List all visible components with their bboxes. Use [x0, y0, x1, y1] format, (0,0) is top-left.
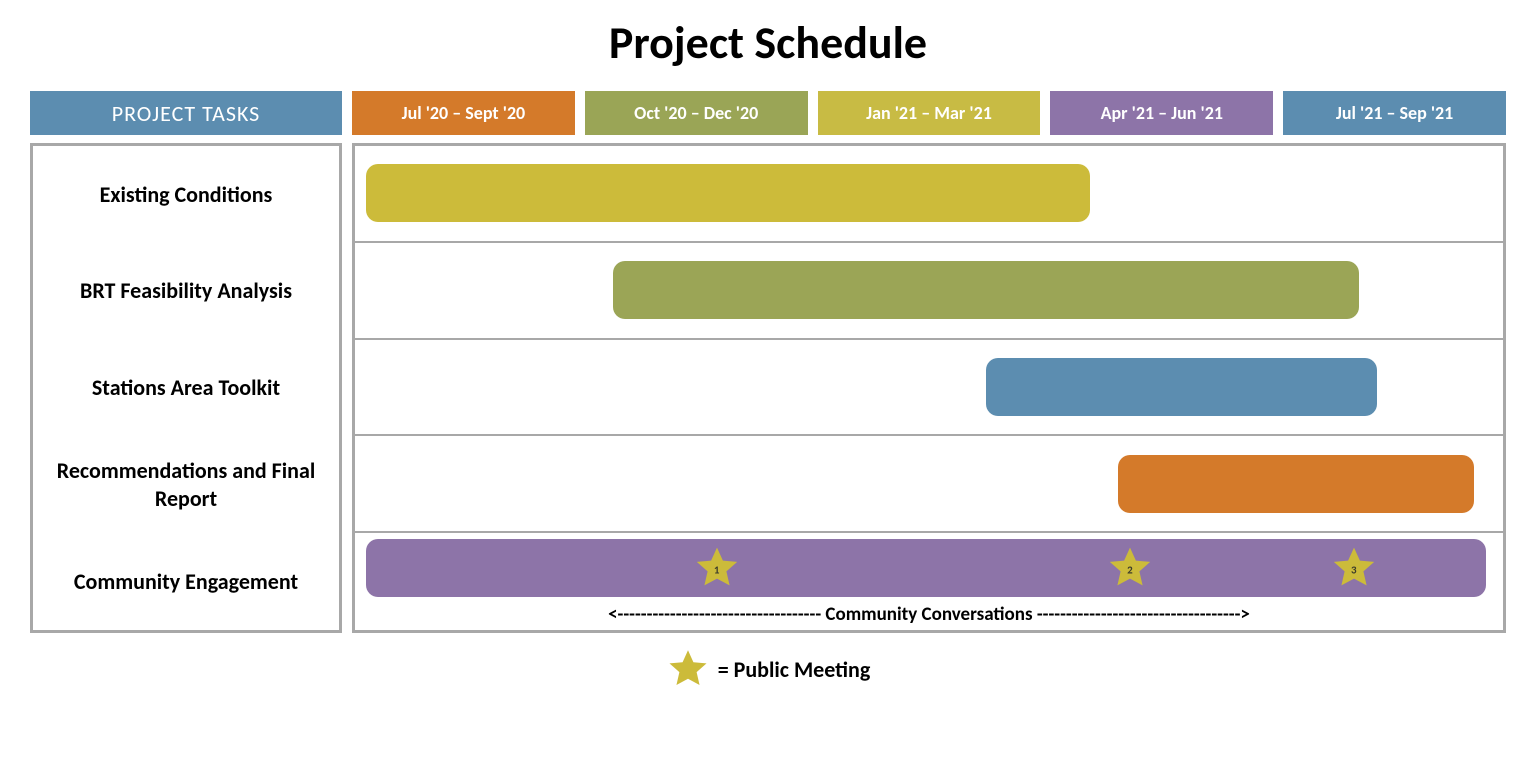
bar-0	[366, 164, 1089, 222]
legend-text: = Public Meeting	[718, 656, 871, 683]
page-title: Project Schedule	[30, 15, 1506, 71]
task-label-0: Existing Conditions	[33, 146, 339, 243]
periods-header: Jul '20 – Sept '20 Oct '20 – Dec '20 Jan…	[352, 91, 1506, 135]
period-3: Apr '21 – Jun '21	[1050, 91, 1273, 135]
lane-0	[355, 146, 1503, 243]
bar-2	[986, 358, 1376, 416]
period-4: Jul '21 – Sep '21	[1283, 91, 1506, 135]
bar-4	[366, 539, 1485, 597]
star-icon-2: 2	[1106, 544, 1154, 592]
task-label-1: BRT Feasibility Analysis	[33, 243, 339, 340]
bar-3	[1118, 455, 1474, 513]
task-label-2: Stations Area Toolkit	[33, 340, 339, 437]
task-label-4: Community Engagement	[33, 533, 339, 630]
task-labels-column: Existing Conditions BRT Feasibility Anal…	[30, 143, 342, 633]
star-icon-1: 1	[693, 544, 741, 592]
lane-2	[355, 340, 1503, 437]
period-2: Jan '21 – Mar '21	[818, 91, 1041, 135]
community-conversations-label: <----------------------------------- Com…	[355, 603, 1503, 626]
period-0: Jul '20 – Sept '20	[352, 91, 575, 135]
tasks-header-label: PROJECT TASKS	[112, 100, 261, 127]
schedule-grid: PROJECT TASKS Jul '20 – Sept '20 Oct '20…	[30, 91, 1506, 633]
bar-1	[613, 261, 1359, 319]
legend: = Public Meeting	[30, 647, 1506, 691]
lane-1	[355, 243, 1503, 340]
star-icon-3: 3	[1330, 544, 1378, 592]
task-label-3: Recommendations and Final Report	[33, 436, 339, 533]
gantt-area: 1 2 3 <---------------------------------…	[352, 143, 1506, 633]
legend-star-icon	[666, 647, 710, 691]
tasks-header: PROJECT TASKS	[30, 91, 342, 135]
lane-4: 1 2 3 <---------------------------------…	[355, 533, 1503, 630]
period-1: Oct '20 – Dec '20	[585, 91, 808, 135]
lane-3	[355, 436, 1503, 533]
